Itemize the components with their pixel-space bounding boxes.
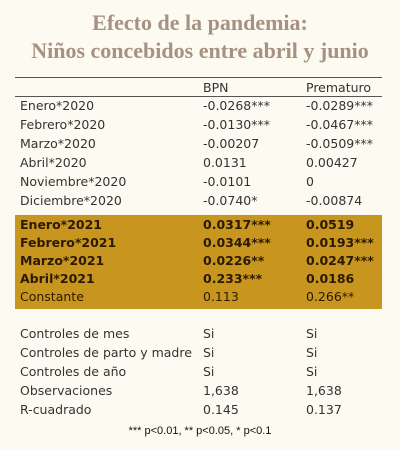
table-cell: -0.00207	[203, 136, 260, 151]
table-cell: 0.0344***	[203, 235, 271, 250]
table-cell: -0.0740*	[203, 193, 258, 208]
table-cell: 0.0131	[203, 155, 247, 170]
table-cell: 0	[306, 174, 314, 189]
table-cell: -0.0509***	[306, 136, 373, 151]
table-cell: 1,638	[306, 383, 342, 398]
table-cell: -0.0289***	[306, 98, 373, 113]
row-label: Constante	[20, 289, 84, 304]
table-cell: -0.0101	[203, 174, 252, 189]
row-label: Febrero*2021	[20, 235, 117, 250]
row-label: Marzo*2020	[20, 136, 96, 151]
table-cell: 0.233***	[203, 271, 263, 286]
row-label: Diciembre*2020	[20, 193, 122, 208]
table-cell: Si	[306, 364, 318, 379]
row-label: Febrero*2020	[20, 117, 106, 132]
highlight-band	[15, 215, 382, 309]
table-cell: 0.145	[203, 402, 239, 417]
table-cell: -0.0130***	[203, 117, 270, 132]
row-label: Observaciones	[20, 383, 113, 398]
rule	[15, 77, 382, 78]
table-cell: 0.0247***	[306, 253, 374, 268]
table-cell: 0.0519	[306, 217, 355, 232]
column-header: BPN	[203, 80, 229, 95]
row-label: R-cuadrado	[20, 402, 92, 417]
table-cell: 0.0193***	[306, 235, 374, 250]
table-cell: 0.0226**	[203, 253, 265, 268]
column-header: Prematuro	[306, 80, 372, 95]
table-cell: -0.0268***	[203, 98, 270, 113]
table-cell: Si	[203, 345, 215, 360]
row-label: Controles de parto y madre	[20, 345, 192, 360]
row-label: Abril*2020	[20, 155, 87, 170]
table-cell: 0.00427	[306, 155, 358, 170]
row-label: Noviembre*2020	[20, 174, 127, 189]
table-cell: Si	[203, 364, 215, 379]
row-label: Enero*2021	[20, 217, 102, 232]
table-cell: 0.0317***	[203, 217, 271, 232]
row-label: Controles de año	[20, 364, 127, 379]
table-cell: 0.0186	[306, 271, 355, 286]
footnote: *** p<0.01, ** p<0.05, * p<0.1	[128, 425, 272, 437]
table-cell: -0.0467***	[306, 117, 373, 132]
row-label: Marzo*2021	[20, 253, 105, 268]
table-cell: 0.266**	[306, 289, 355, 304]
row-label: Enero*2020	[20, 98, 95, 113]
row-label: Abril*2021	[20, 271, 95, 286]
table-cell: Si	[306, 326, 318, 341]
table-cell: 0.113	[203, 289, 239, 304]
table-cell: 0.137	[306, 402, 342, 417]
title-line: Efecto de la pandemia:	[92, 10, 308, 35]
table-cell: -0.00874	[306, 193, 363, 208]
table-cell: Si	[306, 345, 318, 360]
row-label: Controles de mes	[20, 326, 130, 341]
rule	[15, 96, 382, 97]
title-line: Niños concebidos entre abril y junio	[31, 38, 369, 63]
table-cell: Si	[203, 326, 215, 341]
table-cell: 1,638	[203, 383, 239, 398]
